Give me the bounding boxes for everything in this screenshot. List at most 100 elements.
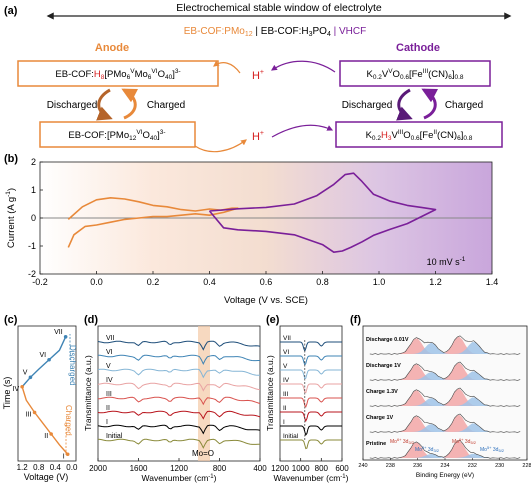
- ftir-curve: [97, 438, 260, 449]
- cv-xtick-label: 1.0: [373, 277, 386, 287]
- ftir-zoom-curve: [280, 439, 342, 450]
- panel-a: (a) Electrochemical stable window of ele…: [4, 2, 512, 153]
- xps-frame: [362, 325, 528, 461]
- anode-oxidized-formula: EB-COF:[PMo12VIO40]3-: [68, 129, 165, 142]
- cv-frame: [39, 161, 493, 275]
- cathode-title: Cathode: [396, 42, 440, 54]
- mo6-peak: [390, 416, 507, 432]
- cathode-charged-label: Charged: [445, 100, 483, 111]
- anode-proton-arrow-top: [213, 60, 241, 74]
- panel-f-label: (f): [350, 314, 361, 326]
- mo6-peak: [390, 388, 507, 406]
- gcd-point-label: IV: [13, 386, 20, 393]
- ftir-zoom-xtick-label: 800: [315, 464, 329, 473]
- ftir-zoom-curve-label: IV: [283, 377, 290, 384]
- xps-xtick-label: 230: [495, 463, 504, 469]
- cathode-proton-arrow-bottom: [271, 124, 334, 138]
- panel-d: (d) 2000 1600 1200 800 400VIIVIVIVIIIIIIInit…: [83, 314, 267, 483]
- peak-mo5-32: Mo5+ 3d3/2: [415, 445, 440, 453]
- ftir-xtick-label: 400: [253, 464, 267, 473]
- panel-f: (f) 240 238 236 234 232 230 228 Discharge 0.01V…: [350, 314, 531, 479]
- ftir-curve: [97, 340, 261, 351]
- xps-row-label: Charge 1.3V: [366, 389, 398, 395]
- cathode-discharged-label: Discharged: [342, 100, 393, 111]
- cv-xtick-label: 0.4: [203, 277, 216, 287]
- panel-e: (e) 1200 1000 800 600VIIVIVIVIIIIIIInitial …: [265, 314, 349, 483]
- ftir-zoom-curve: [280, 397, 342, 409]
- panel-e-label: (e): [266, 314, 280, 326]
- xps-xtick-label: 240: [358, 463, 367, 469]
- ftir-curve-label: VI: [106, 349, 113, 356]
- gcd-point: [28, 375, 33, 380]
- ftir-curve-label: VII: [106, 335, 115, 342]
- charge-curve: [21, 386, 69, 455]
- gcd-point: [49, 432, 53, 436]
- ftir-curve: [97, 382, 261, 392]
- anode-reduced-formula: EB-COF:H8[PMo6VMo6VIO40]3-: [55, 68, 180, 81]
- mo5-peak: [390, 423, 507, 432]
- ftir-curve-label: III: [106, 391, 112, 398]
- cv-ytick-label: 2: [31, 157, 36, 167]
- anode-title: Anode: [95, 42, 129, 54]
- anode-discharge-arrow: [96, 88, 113, 121]
- ftir-curve: [97, 396, 261, 406]
- cathode-charge-arrow: [421, 88, 439, 120]
- proton-top: H+: [252, 69, 264, 82]
- ftir-xlabel: Wavenumber (cm-1): [142, 473, 217, 483]
- ftir-zoom-curve: [280, 355, 342, 367]
- ftir-curve: [97, 410, 261, 420]
- ftir-curve-label: I: [106, 419, 108, 426]
- gcd-discharged-label: Discharged: [68, 345, 77, 385]
- ftir-zoom-curve-label: VII: [283, 335, 291, 342]
- gcd-charged-label: Charged: [64, 405, 73, 436]
- xps-row-label: Discharge 0.01V: [366, 337, 409, 343]
- cv-xlabel: Voltage (V vs. SCE): [224, 295, 308, 306]
- mo5-peak: [390, 397, 507, 406]
- ftir-curve-label: IV: [106, 377, 113, 384]
- ftir-zoom-xtick-label: 600: [335, 464, 349, 473]
- ftir-zoom-xtick-label: 1000: [292, 464, 310, 473]
- mo5-peak: [390, 342, 507, 354]
- gcd-xtick-label: 0.8: [33, 463, 45, 472]
- mo6-peak: [390, 338, 507, 354]
- cathode-oxidized-box: [339, 60, 491, 87]
- ftir-zoom-xlabel: Wavenumber (cm-1): [274, 473, 349, 483]
- gcd-point: [32, 410, 37, 415]
- cv-ytick-label: -2: [28, 269, 36, 279]
- gcd-xtick-label: 0.4: [50, 463, 62, 472]
- cv-ylabel: Current (A g-1): [5, 188, 17, 248]
- gcd-xlabel: Voltage (V): [24, 472, 69, 482]
- gcd-xtick-label: 1.2: [17, 463, 29, 472]
- cathode-reduced-box: [335, 121, 503, 148]
- cathode-cv-curve: [208, 172, 437, 253]
- mo5-peak: [390, 371, 507, 380]
- xps-xtick-label: 236: [413, 463, 422, 469]
- ftir-curve-label: V: [106, 363, 111, 370]
- xps-xtick-label: 238: [386, 463, 395, 469]
- ftir-zoom-curve: [280, 369, 342, 380]
- ftir-xtick-label: 1600: [130, 464, 148, 473]
- cathode-reduced-formula: K0.2H3VIIIO0.6[FeII(CN)6]0.8: [366, 129, 473, 142]
- ftir-zoom-curve-label: II: [283, 405, 287, 412]
- cv-xtick-label: 1.2: [429, 277, 442, 287]
- peak-mo6-52: Mo6+ 3d5/2: [452, 437, 477, 445]
- cathode-proton-arrow-top: [271, 60, 336, 73]
- gcd-point: [65, 452, 70, 457]
- ftir-curve: [97, 354, 260, 365]
- gcd-point-label: VII: [54, 329, 63, 336]
- anode-oxidized-box: [39, 121, 196, 148]
- ftir-zoom-curve-label: III: [283, 391, 289, 398]
- window-title: Electrochemical stable window of electro…: [176, 2, 382, 14]
- ftir-zoom-curve: [280, 341, 342, 353]
- gcd-ylabel: Time (s): [2, 377, 12, 410]
- xps-peak-labels: Mo6+ 3d3/2 Mo5+ 3d3/2 Mo6+ 3d5/2 Mo5+ 3d…: [390, 437, 505, 453]
- mo6-peak: [390, 362, 507, 380]
- mo6-peak: [390, 364, 507, 380]
- ftir-xtick-label: 2000: [89, 464, 107, 473]
- anode-discharged-label: Discharged: [47, 100, 98, 111]
- xps-row-label: Discharge 1V: [366, 363, 401, 369]
